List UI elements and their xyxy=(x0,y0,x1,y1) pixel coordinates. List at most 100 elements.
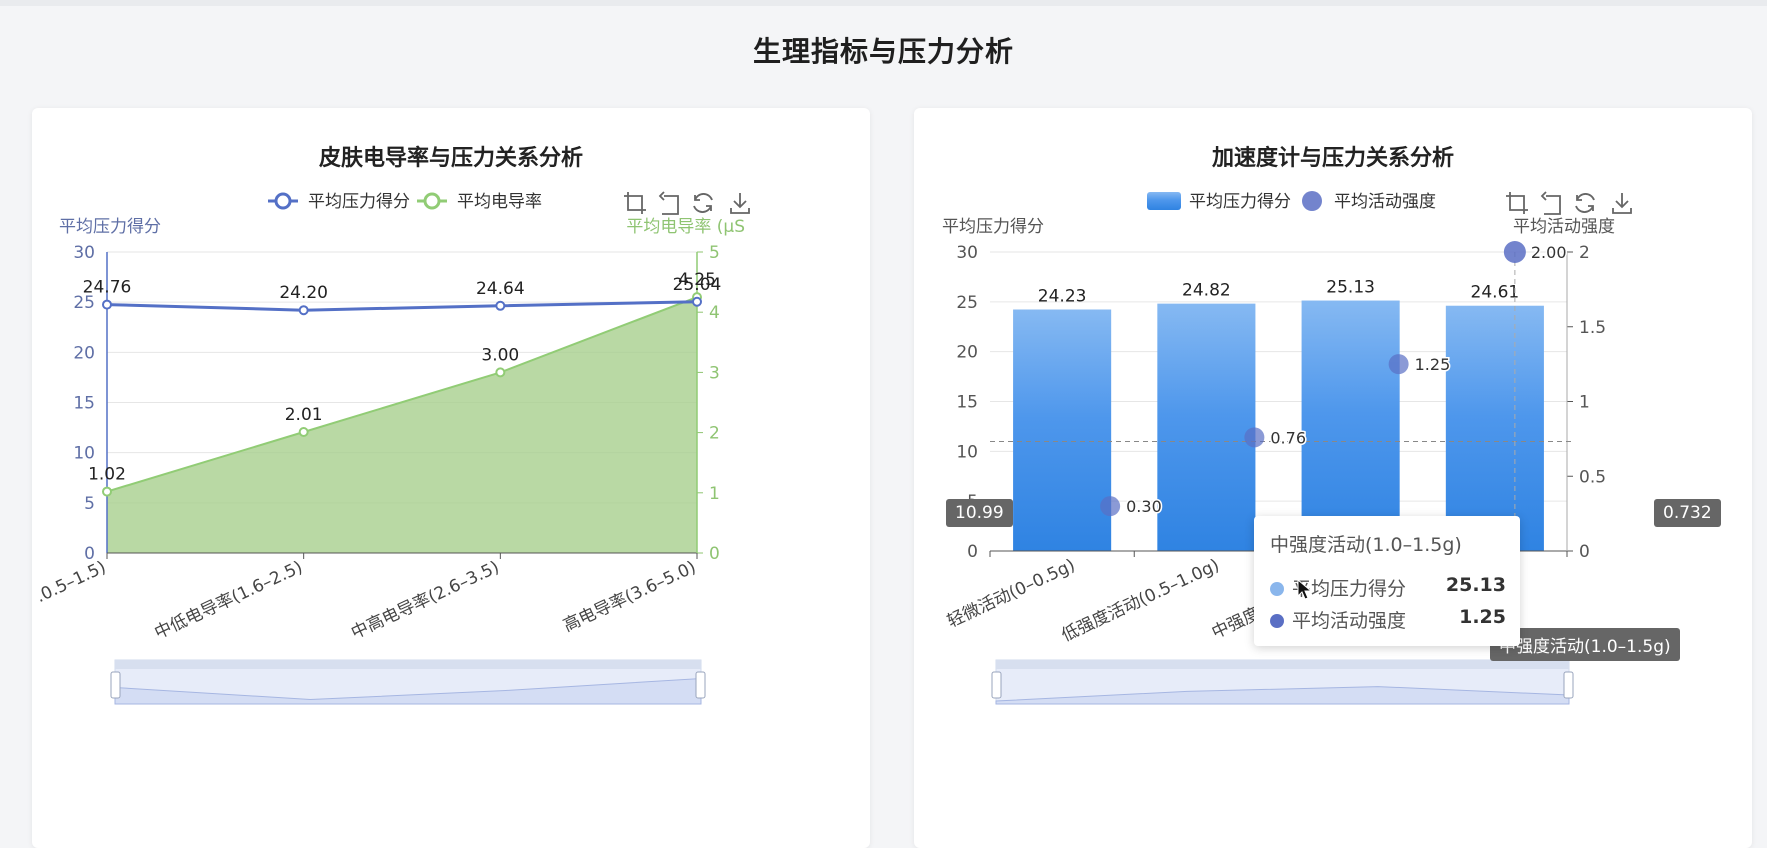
line-series-stress xyxy=(106,300,698,312)
data-label-stress: 24.64 xyxy=(476,279,525,299)
legend-label: 平均压力得分 xyxy=(308,192,410,212)
bar xyxy=(1445,305,1544,551)
y-tick-label-right: 0.5 xyxy=(1579,467,1606,487)
undo-icon-path xyxy=(1540,191,1561,215)
y-tick-label-right: 3 xyxy=(709,363,720,383)
y-tick-label-right: 1 xyxy=(1579,393,1590,413)
datazoom-top-bar xyxy=(115,660,701,669)
zoom-icon[interactable] xyxy=(624,192,646,214)
legend-symbol xyxy=(1147,192,1181,210)
bar xyxy=(1013,309,1112,551)
chart-card-accelerometer: 加速度计与压力关系分析 平均压力得分平均活动强度05101520253000.5… xyxy=(914,108,1752,848)
undo-icon[interactable] xyxy=(658,191,679,215)
y-tick-label-left: 5 xyxy=(84,494,95,514)
area-series-conductance xyxy=(107,297,697,553)
y-axis-title-right: 平均电导率 (μS xyxy=(626,217,745,237)
x-tick-label: 低强度活动(0.5–1.0g) xyxy=(1058,555,1222,646)
refresh-icon-path xyxy=(693,193,713,213)
tooltip-row: 平均活动强度 1.25 xyxy=(1270,606,1506,632)
y-tick-label-right: 1 xyxy=(709,484,720,504)
data-label-bar: 25.13 xyxy=(1326,278,1375,298)
y-tick-label-left: 15 xyxy=(956,393,978,413)
download-icon-path xyxy=(730,193,750,214)
legend-label: 平均活动强度 xyxy=(1334,192,1436,212)
data-label-bar: 24.82 xyxy=(1182,281,1231,301)
datazoom-handle-right[interactable] xyxy=(695,671,706,699)
data-label-bar: 24.23 xyxy=(1038,287,1087,307)
tooltip-row: 平均压力得分 25.13 xyxy=(1270,574,1506,600)
chart-card-conductance: 皮肤电导率与压力关系分析 平均压力得分 平均电导率 0 5 10 15 20 25 30 0 1 2 3… xyxy=(32,108,870,848)
y-axis-title-left: 平均压力得分 xyxy=(59,217,161,237)
y-tick-label-right: 1.5 xyxy=(1579,318,1606,338)
crosshair-right-value: 0.732 xyxy=(1654,499,1721,527)
download-icon-path xyxy=(1612,193,1632,214)
chart-tooltip: 中强度活动(1.0–1.5g) 平均压力得分 25.13 平均活动强度 1.25 xyxy=(1254,516,1520,646)
zoom-icon-path xyxy=(624,192,646,214)
y-tick-label-left: 15 xyxy=(73,394,95,414)
datazoom-handle-left[interactable] xyxy=(110,671,121,699)
chart-title: 加速度计与压力关系分析 xyxy=(1211,146,1454,171)
crosshair-category: 中强度活动(1.0–1.5g) xyxy=(1490,628,1680,661)
tooltip-series-value: 1.25 xyxy=(1459,606,1506,628)
mouse-cursor-icon xyxy=(1297,578,1313,600)
y-tick-label-left: 0 xyxy=(84,544,95,564)
y-tick-label-left: 20 xyxy=(73,343,95,363)
accelerometer-chart[interactable]: 平均压力得分平均活动强度05101520253000.511.52平均压力得分平… xyxy=(914,108,1752,848)
datazoom-top-bar xyxy=(996,660,1569,669)
y-tick-label-left: 20 xyxy=(956,343,978,363)
line-series-conductance xyxy=(106,296,698,493)
data-label-scatter: 0.76 xyxy=(1270,428,1306,447)
y-tick-label-left: 10 xyxy=(956,442,978,462)
tooltip-series-value: 25.13 xyxy=(1445,574,1506,596)
data-label-conductance: 2.01 xyxy=(285,405,323,425)
data-label-conductance: 3.00 xyxy=(481,345,519,365)
y-tick-label-right: 2 xyxy=(709,424,720,444)
tooltip-marker xyxy=(1270,614,1284,628)
point-conductance xyxy=(102,486,112,497)
datazoom-handle-right[interactable] xyxy=(1563,671,1574,699)
x-tick-label: .0.5–1.5) xyxy=(33,557,109,607)
top-bar xyxy=(0,0,1767,6)
y-tick-label-left: 30 xyxy=(73,243,95,263)
x-tick-label: 轻微活动(0–0.5g) xyxy=(944,555,1078,632)
undo-icon-path xyxy=(658,191,679,215)
zoom-icon-path xyxy=(1506,192,1528,214)
y-tick-label-right: 2 xyxy=(1579,243,1590,263)
point-stress xyxy=(298,305,309,316)
data-label-stress: 24.20 xyxy=(279,283,328,303)
tooltip-title: 中强度活动(1.0–1.5g) xyxy=(1270,534,1462,556)
x-tick-label: 中低电导率(1.6–2.5) xyxy=(152,557,306,643)
refresh-icon[interactable] xyxy=(693,193,713,213)
legend-symbol xyxy=(423,192,441,210)
data-label-stress: 24.76 xyxy=(83,278,132,298)
chart-title: 皮肤电导率与压力关系分析 xyxy=(318,146,583,171)
zoom-icon[interactable] xyxy=(1506,192,1528,214)
download-icon[interactable] xyxy=(730,193,750,214)
data-label-stress: 25.04 xyxy=(673,275,722,295)
crosshair-left-value: 10.99 xyxy=(946,499,1013,527)
scatter-point xyxy=(1244,427,1265,448)
scatter-point xyxy=(1388,354,1409,375)
y-tick-label-right: 5 xyxy=(709,243,720,263)
y-tick-label-right: 0 xyxy=(1579,542,1590,562)
point-stress xyxy=(692,296,702,307)
tooltip-series-name: 平均活动强度 xyxy=(1292,610,1407,632)
scatter-point xyxy=(1503,241,1526,263)
data-label-conductance: 4.25 xyxy=(678,270,716,290)
undo-icon[interactable] xyxy=(1540,191,1561,215)
datazoom-handle-left[interactable] xyxy=(991,671,1002,699)
point-conductance xyxy=(495,367,506,378)
y-tick-label-left: 25 xyxy=(73,293,95,313)
download-icon[interactable] xyxy=(1612,193,1632,214)
legend-label: 平均电导率 xyxy=(457,192,542,212)
data-label-scatter: 2.00 xyxy=(1531,243,1567,262)
y-tick-label-left: 30 xyxy=(956,243,978,263)
refresh-icon[interactable] xyxy=(1575,193,1595,213)
legend-label: 平均压力得分 xyxy=(1189,192,1291,212)
legend-symbol xyxy=(274,192,292,210)
y-tick-label-right: 4 xyxy=(709,303,720,323)
y-axis-title-right: 平均活动强度 xyxy=(1513,217,1615,237)
page-title: 生理指标与压力分析 xyxy=(752,35,1014,68)
point-conductance xyxy=(298,426,309,437)
